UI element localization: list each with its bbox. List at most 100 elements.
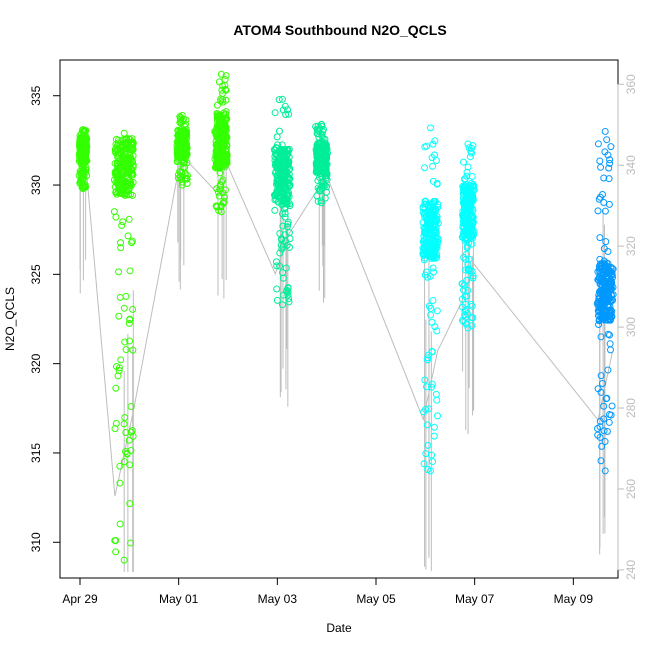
data-point [470,186,478,194]
data-point [431,323,439,331]
data-point [128,135,136,143]
data-point [278,236,286,244]
data-point [223,134,231,142]
data-point [432,390,440,398]
y2-tick-label: 240 [624,560,638,580]
data-point [127,428,135,436]
data-point [464,140,472,148]
data-point [463,292,471,300]
data-point [607,411,615,419]
data-point [318,120,326,128]
data-point [112,548,120,556]
data-point [111,425,119,433]
data-point [423,273,431,281]
data-point [602,238,610,246]
data-point [213,101,221,109]
data-point [82,163,90,171]
data-point [594,140,602,148]
data-point [596,157,604,165]
data-point [222,108,230,116]
y2-tick-label: 280 [624,398,638,418]
data-point [600,198,608,206]
x-tick-label: May 09 [554,592,594,606]
data-point [468,302,476,310]
data-point [421,376,429,384]
data-point [603,136,611,144]
data-point [126,184,134,192]
data-point [285,165,293,173]
data-point [221,81,229,89]
data-point [275,127,283,135]
data-point [464,163,472,171]
data-point [121,338,129,346]
data-point [127,539,135,547]
data-point [420,460,428,468]
data-point [603,427,611,435]
data-point [426,467,434,475]
data-point [468,232,476,240]
data-point [601,127,609,135]
data-point [286,175,294,183]
data-point [431,246,439,254]
data-point [278,301,286,309]
data-point [470,182,478,190]
data-point [423,421,431,429]
data-point [126,337,134,345]
data-point [183,172,191,180]
data-point [217,208,225,216]
data-point [609,283,617,291]
data-point [115,268,123,276]
data-point [112,213,120,221]
data-point [433,213,441,221]
data-point [120,129,128,137]
data-point [183,159,191,167]
x-axis-label: Date [326,621,352,635]
data-point [284,218,292,226]
data-point [182,125,190,133]
data-point [83,135,91,143]
data-point [428,380,436,388]
data-point [432,254,440,262]
y2-tick-label: 360 [624,74,638,94]
data-point [606,340,614,348]
data-point [428,347,436,355]
data-point [601,438,609,446]
data-point [83,144,91,152]
data-point [116,479,124,487]
data-point [129,191,137,199]
data-point [220,193,228,201]
data-point [597,163,605,171]
data-point [318,199,326,207]
data-point [81,183,89,191]
data-point [220,197,228,205]
data-point [129,346,137,354]
data-point [470,228,478,236]
data-point [223,142,231,150]
data-point [285,229,293,237]
data-point [605,331,613,339]
data-point [281,210,289,218]
data-point [609,265,617,273]
data-point [434,200,442,208]
chart-title: ATOM4 Southbound N2O_QCLS [233,22,446,38]
data-point [433,327,441,335]
data-point [605,418,613,426]
data-point [463,172,471,180]
data-point [82,168,90,176]
data-point [129,158,137,166]
data-point [430,268,438,276]
data-point [118,222,126,230]
data-point [424,354,432,362]
y-tick-label: 310 [29,532,43,552]
data-point [426,124,434,132]
data-point [607,143,615,151]
data-point [434,238,442,246]
data-point [597,372,605,380]
data-point [281,102,289,110]
data-point [222,72,230,80]
data-point [273,296,281,304]
data-point [604,366,612,374]
data-point [213,202,221,210]
data-point [273,133,281,141]
data-point [600,427,608,435]
